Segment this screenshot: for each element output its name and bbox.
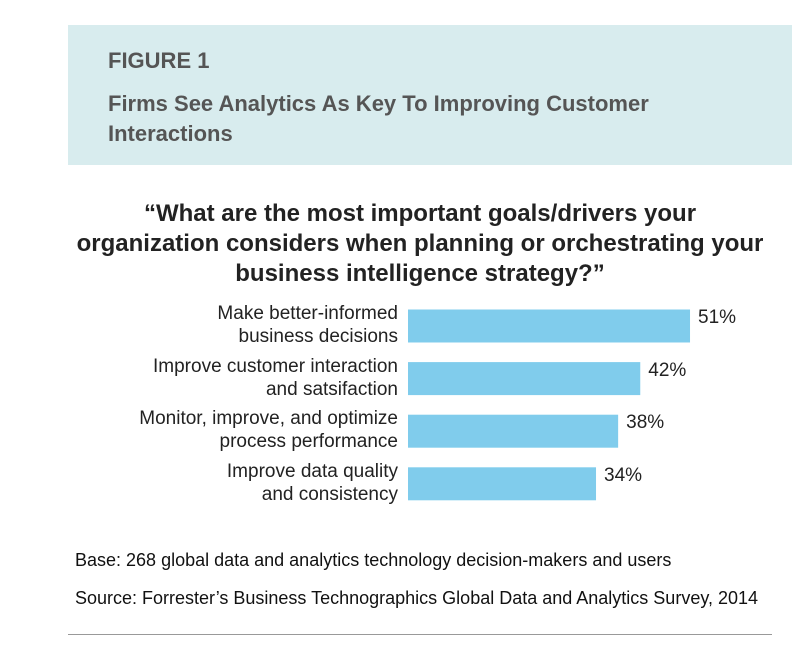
category-label: Make better-informed business decisions: [217, 303, 398, 347]
value-label: 51%: [698, 307, 737, 328]
source-note: Source: Forrester’s Business Technograph…: [75, 588, 759, 608]
value-label: 38%: [626, 412, 665, 434]
chart-title: Firms See Analytics As Key To Improving …: [108, 91, 649, 146]
bar: [408, 362, 641, 396]
bar: [408, 309, 691, 343]
value-label: 34%: [604, 464, 643, 486]
bar: [408, 414, 619, 448]
bottom-rule: [68, 634, 772, 635]
category-label: Improve customer interaction and satsifa…: [153, 355, 398, 400]
category-label: Improve data quality and consistency: [226, 460, 398, 505]
figure-label: FIGURE 1: [108, 48, 210, 73]
value-label: 42%: [648, 359, 687, 381]
bar: [408, 467, 597, 501]
base-note: Base: 268 global data and analytics tech…: [75, 550, 672, 570]
question: “What are the most important goals/drive…: [76, 200, 764, 287]
category-label: Monitor, improve, and optimize process p…: [139, 408, 398, 453]
header-box: [68, 25, 792, 165]
